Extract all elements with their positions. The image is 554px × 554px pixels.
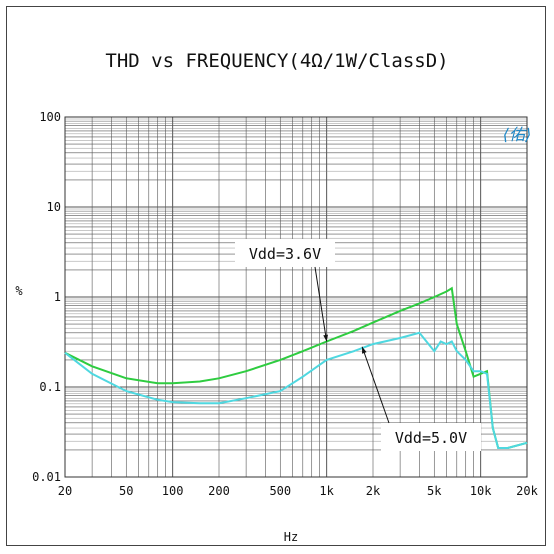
x-tick-label: 20 bbox=[58, 484, 72, 498]
annotation-box bbox=[381, 423, 481, 451]
y-tick-label: 100 bbox=[39, 110, 61, 124]
series-layer bbox=[64, 286, 528, 449]
plot-border bbox=[64, 116, 528, 478]
x-tick-label: 5k bbox=[427, 484, 442, 498]
y-tick-label: 0.01 bbox=[32, 470, 61, 484]
x-tick-label: 100 bbox=[162, 484, 184, 498]
watermark-stamp: ⟨佑⟩ bbox=[503, 125, 532, 144]
series-line-vdd-5-0v bbox=[64, 331, 528, 449]
chart-title: THD vs FREQUENCY(4Ω/1W/ClassD) bbox=[105, 50, 448, 72]
annotation-arrow bbox=[361, 346, 390, 424]
x-axis-label: Hz bbox=[284, 530, 298, 544]
x-tick-label: 1k bbox=[319, 484, 334, 498]
annotation-label: Vdd=3.6V bbox=[249, 245, 321, 263]
x-tick-label: 500 bbox=[269, 484, 291, 498]
x-tick-label: 10k bbox=[470, 484, 492, 498]
annotation-layer: Vdd=3.6V Vdd=5.0V bbox=[235, 239, 481, 451]
y-tick-label: 10 bbox=[47, 200, 61, 214]
y-tick-label: 1 bbox=[54, 290, 61, 304]
tick-layer: 20 50 100 200 500 1k 2k 5k 10k 20k 0.01 0.1 1 10 100 bbox=[32, 110, 539, 498]
y-tick-label: 0.1 bbox=[39, 380, 61, 394]
annotation-label: Vdd=5.0V bbox=[395, 429, 467, 447]
annotation-arrow bbox=[314, 266, 328, 342]
annotation-box bbox=[235, 239, 335, 267]
thd-chart: THD vs FREQUENCY(4Ω/1W/ClassD) Vdd=3.6VV… bbox=[15, 50, 539, 544]
x-tick-label: 200 bbox=[208, 484, 230, 498]
x-tick-label: 50 bbox=[119, 484, 133, 498]
chart-frame: THD vs FREQUENCY(4Ω/1W/ClassD) Vdd=3.6V V… bbox=[6, 6, 546, 546]
grid bbox=[64, 117, 528, 478]
x-tick-label: 2k bbox=[366, 484, 381, 498]
annotation-arrowhead bbox=[323, 334, 328, 342]
x-tick-label: 20k bbox=[516, 484, 538, 498]
annotation-arrowhead bbox=[362, 346, 367, 354]
y-axis-label: % bbox=[15, 284, 23, 298]
